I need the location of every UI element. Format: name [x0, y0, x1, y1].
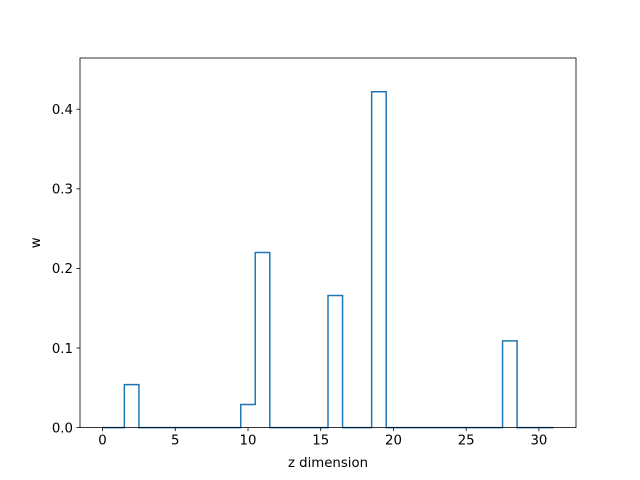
- x-axis: 0 5 10 15 20 25 30: [98, 427, 547, 449]
- x-tick-label: 30: [530, 434, 547, 449]
- y-tick-label: 0.2: [52, 262, 73, 277]
- y-tick-label: 0.1: [52, 342, 73, 357]
- x-tick-label: 0: [98, 434, 106, 449]
- x-tick-label: 20: [385, 434, 402, 449]
- y-tick-label: 0.3: [52, 183, 73, 198]
- x-tick-label: 15: [312, 434, 329, 449]
- y-axis: 0.0 0.1 0.2 0.3 0.4: [52, 103, 80, 436]
- x-tick-label: 5: [171, 434, 179, 449]
- y-tick-label: 0.0: [52, 421, 73, 436]
- x-tick-label: 25: [458, 434, 475, 449]
- plot-frame: [79, 57, 577, 429]
- x-tick-label: 10: [240, 434, 257, 449]
- y-tick-label: 0.4: [52, 103, 73, 118]
- y-axis-label: w: [29, 237, 44, 248]
- x-axis-label: z dimension: [288, 456, 368, 471]
